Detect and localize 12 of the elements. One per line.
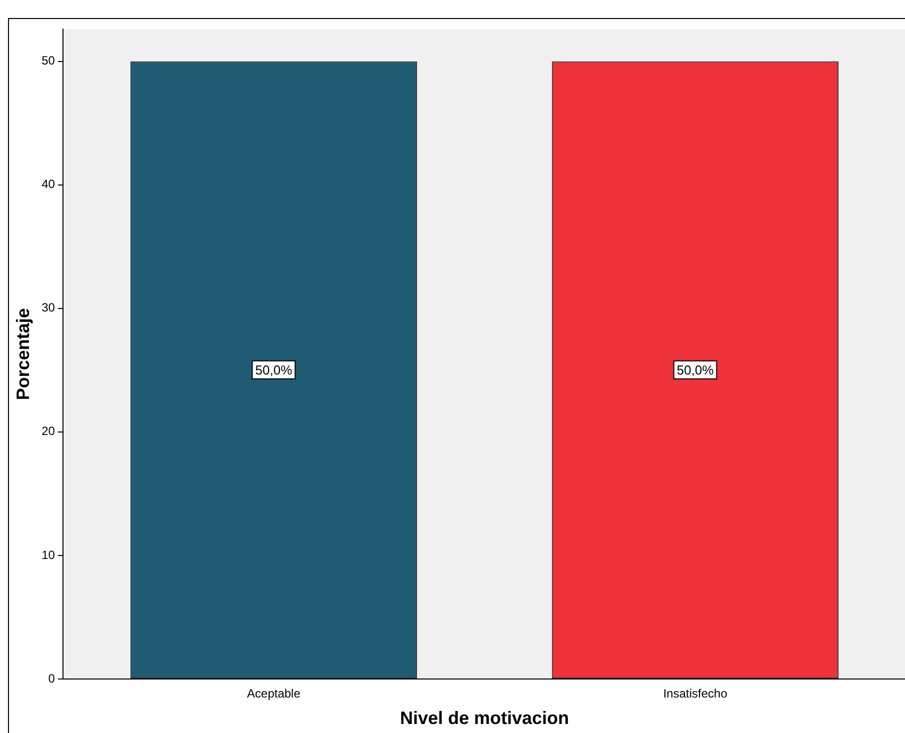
y-tick-label: 30 [42,300,56,315]
x-tick-label: Aceptable [247,686,301,701]
y-tick-label: 50 [42,54,56,68]
x-axis-title: Nivel de motivacion [400,708,570,728]
y-axis-title: Porcentaje [12,308,33,400]
y-tick-label: 40 [42,177,56,192]
data-label: 50,0% [676,362,714,378]
y-tick-label: 0 [48,671,56,686]
data-label: 50,0% [255,362,293,378]
y-tick-label: 20 [42,424,56,438]
y-tick-label: 10 [42,548,56,562]
x-tick-label: Insatisfecho [663,686,728,701]
